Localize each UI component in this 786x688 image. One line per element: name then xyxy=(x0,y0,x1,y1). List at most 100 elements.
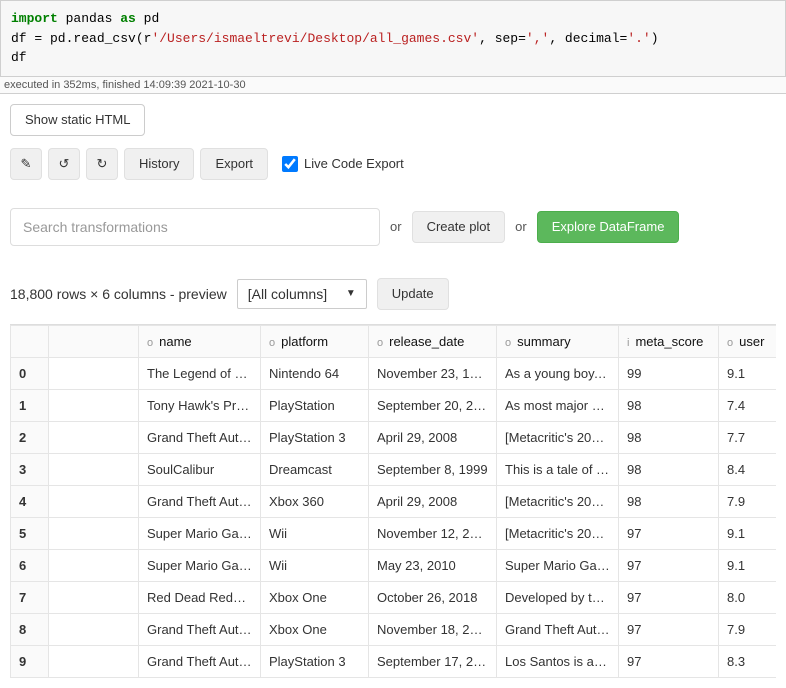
table-row[interactable]: 4Grand Theft Auto…Xbox 360April 29, 2008… xyxy=(11,485,777,517)
table-row[interactable]: 0The Legend of Z…Nintendo 64November 23,… xyxy=(11,357,777,389)
cell-summary: [Metacritic's 200… xyxy=(497,517,619,549)
cell-name: Super Mario Gal… xyxy=(139,517,261,549)
or-text: or xyxy=(390,219,402,234)
cell-summary: Developed by th… xyxy=(497,581,619,613)
live-code-export-label[interactable]: Live Code Export xyxy=(282,156,404,172)
table-row[interactable]: 7Red Dead Rede…Xbox OneOctober 26, 2018D… xyxy=(11,581,777,613)
code-text: , decimal= xyxy=(549,31,627,46)
cell-release-date: September 20, 2… xyxy=(369,389,497,421)
cell-name: Red Dead Rede… xyxy=(139,581,261,613)
cell-release-date: November 18, 20… xyxy=(369,613,497,645)
edit-button[interactable]: ✎ xyxy=(10,148,42,180)
cell-name: Grand Theft Auto V xyxy=(139,645,261,677)
live-code-export-text: Live Code Export xyxy=(304,156,404,171)
cell-summary: Los Santos is a v… xyxy=(497,645,619,677)
row-index: 4 xyxy=(11,485,49,517)
column-header[interactable]: osummary xyxy=(497,325,619,357)
cell-platform: Xbox One xyxy=(261,581,369,613)
type-prefix: o xyxy=(269,337,275,349)
column-name: platform xyxy=(281,334,328,349)
row-index: 3 xyxy=(11,453,49,485)
update-button[interactable]: Update xyxy=(377,278,449,310)
undo-button[interactable]: ↺ xyxy=(48,148,80,180)
toolbar: ✎ ↺ ↻ History Export Live Code Export xyxy=(10,148,776,180)
table-row[interactable]: 6Super Mario Gal…WiiMay 23, 2010Super Ma… xyxy=(11,549,777,581)
cell-name: Grand Theft Auto V xyxy=(139,613,261,645)
column-header[interactable]: o platform xyxy=(261,325,369,357)
cell-platform: Nintendo 64 xyxy=(261,357,369,389)
cell-release-date: May 23, 2010 xyxy=(369,549,497,581)
table-row[interactable]: 9Grand Theft Auto VPlayStation 3Septembe… xyxy=(11,645,777,677)
export-button[interactable]: Export xyxy=(200,148,268,180)
table-row[interactable]: 1Tony Hawk's Pro…PlayStationSeptember 20… xyxy=(11,389,777,421)
history-button[interactable]: History xyxy=(124,148,194,180)
column-header[interactable]: ouser xyxy=(719,325,777,357)
row-blank xyxy=(49,453,139,485)
column-header[interactable]: oname xyxy=(139,325,261,357)
cell-meta-score: 97 xyxy=(619,549,719,581)
table-row[interactable]: 3SoulCaliburDreamcastSeptember 8, 1999Th… xyxy=(11,453,777,485)
preview-row: 18,800 rows × 6 columns - preview [All c… xyxy=(10,278,776,310)
type-prefix: o xyxy=(147,337,153,349)
table-row[interactable]: 2Grand Theft Auto…PlayStation 3April 29,… xyxy=(11,421,777,453)
column-header[interactable]: orelease_date xyxy=(369,325,497,357)
cell-summary: As a young boy, … xyxy=(497,357,619,389)
cell-summary: [Metacritic's 200… xyxy=(497,421,619,453)
cell-summary: Super Mario Gal… xyxy=(497,549,619,581)
cell-platform: Xbox 360 xyxy=(261,485,369,517)
column-name: release_date xyxy=(389,334,464,349)
code-cell: import pandas as pd df = pd.read_csv(r'/… xyxy=(0,0,786,77)
row-index: 8 xyxy=(11,613,49,645)
search-input[interactable] xyxy=(10,208,380,246)
row-index: 6 xyxy=(11,549,49,581)
redo-icon: ↻ xyxy=(97,156,108,172)
code-string: '.' xyxy=(627,31,650,46)
row-blank xyxy=(49,357,139,389)
create-plot-button[interactable]: Create plot xyxy=(412,211,506,243)
cell-summary: Grand Theft Auto… xyxy=(497,613,619,645)
cell-meta-score: 97 xyxy=(619,517,719,549)
cell-user: 7.4 xyxy=(719,389,777,421)
cell-name: Grand Theft Auto… xyxy=(139,485,261,517)
code-text: df = pd.read_csv(r xyxy=(11,31,151,46)
cell-meta-score: 97 xyxy=(619,645,719,677)
cell-output: Show static HTML ✎ ↺ ↻ History Export Li… xyxy=(0,94,786,688)
cell-platform: PlayStation 3 xyxy=(261,645,369,677)
row-index: 2 xyxy=(11,421,49,453)
index-header xyxy=(11,325,49,357)
explore-dataframe-button[interactable]: Explore DataFrame xyxy=(537,211,680,243)
search-row: or Create plot or Explore DataFrame xyxy=(10,208,776,246)
dataframe-table: oname oplatform orelease_date osummary i… xyxy=(10,324,776,678)
code-text: ) xyxy=(651,31,659,46)
cell-release-date: September 8, 1999 xyxy=(369,453,497,485)
code-string: ',' xyxy=(526,31,549,46)
type-prefix: o xyxy=(727,337,733,349)
cell-summary: This is a tale of s… xyxy=(497,453,619,485)
row-blank xyxy=(49,485,139,517)
cell-name: The Legend of Z… xyxy=(139,357,261,389)
cell-meta-score: 98 xyxy=(619,485,719,517)
row-blank xyxy=(49,517,139,549)
row-blank xyxy=(49,549,139,581)
column-name: meta_score xyxy=(635,334,703,349)
redo-button[interactable]: ↻ xyxy=(86,148,118,180)
table-row[interactable]: 8 Grand Theft Auto VXbox OneNovember 18, … xyxy=(11,613,777,645)
cell-platform: Xbox One xyxy=(261,613,369,645)
show-static-html-button[interactable]: Show static HTML xyxy=(10,104,145,136)
column-header[interactable]: imeta_score xyxy=(619,325,719,357)
table-row[interactable]: 5Super Mario Gal…WiiNovember 12, 20…[Met… xyxy=(11,517,777,549)
pencil-icon: ✎ xyxy=(21,156,32,172)
columns-select-value: [All columns] xyxy=(248,286,327,302)
cell-user: 8.3 xyxy=(719,645,777,677)
row-blank xyxy=(49,389,139,421)
preview-summary: 18,800 rows × 6 columns - preview xyxy=(10,286,227,302)
keyword-import: import xyxy=(11,11,58,26)
cell-release-date: October 26, 2018 xyxy=(369,581,497,613)
row-blank xyxy=(49,645,139,677)
columns-select[interactable]: [All columns] ▼ xyxy=(237,279,367,309)
table-header-row: oname oplatform orelease_date osummary i… xyxy=(11,325,777,357)
live-code-export-checkbox[interactable] xyxy=(282,156,298,172)
cell-summary: As most major p… xyxy=(497,389,619,421)
undo-icon: ↺ xyxy=(59,156,70,172)
cell-user: 7.7 xyxy=(719,421,777,453)
